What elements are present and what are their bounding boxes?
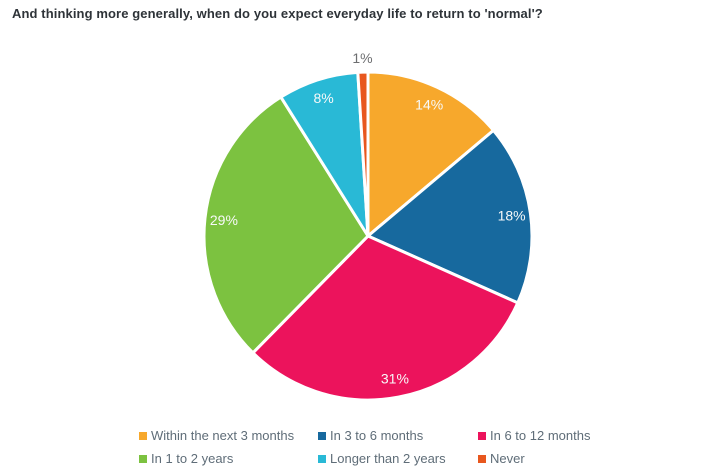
legend-item-label: Never bbox=[490, 451, 525, 466]
legend-item-in-1-to-2-years[interactable]: In 1 to 2 years bbox=[139, 452, 233, 466]
legend-marker-icon bbox=[478, 455, 486, 463]
legend-item-within-the-next-3-months[interactable]: Within the next 3 months bbox=[139, 429, 294, 443]
legend-item-label: Longer than 2 years bbox=[330, 451, 446, 466]
legend-marker-icon bbox=[139, 455, 147, 463]
pie-value-label-in-3-to-6-months: 18% bbox=[498, 208, 526, 224]
legend-item-label: In 3 to 6 months bbox=[330, 428, 424, 443]
legend-item-longer-than-2-years[interactable]: Longer than 2 years bbox=[318, 452, 446, 466]
pie-value-label-within-the-next-3-months: 14% bbox=[415, 96, 443, 112]
pie-slice-in-1-to-2-years[interactable] bbox=[202, 95, 370, 355]
legend-marker-icon bbox=[478, 432, 486, 440]
pie-chart: 14% 18% 31% 29% 8% 1% bbox=[202, 50, 534, 402]
legend-item-label: Within the next 3 months bbox=[151, 428, 295, 443]
pie-value-label-longer-than-2-years: 8% bbox=[313, 90, 333, 106]
legend-item-never[interactable]: Never bbox=[478, 452, 525, 466]
pie-slice-never[interactable] bbox=[356, 70, 370, 238]
legend-marker-icon bbox=[318, 455, 326, 463]
legend-item-in-3-to-6-months[interactable]: In 3 to 6 months bbox=[318, 429, 423, 443]
legend-item-label: In 1 to 2 years bbox=[151, 451, 234, 466]
legend-marker-icon bbox=[318, 432, 326, 440]
legend-marker-icon bbox=[139, 432, 147, 440]
pie-slice-in-6-to-12-months[interactable] bbox=[251, 234, 520, 402]
pie-slice-in-3-to-6-months[interactable] bbox=[366, 128, 534, 305]
chart-title: And thinking more generally, when do you… bbox=[12, 6, 543, 21]
legend-item-label: In 6 to 12 months bbox=[490, 428, 591, 443]
legend-item-in-6-to-12-months[interactable]: In 6 to 12 months bbox=[478, 429, 590, 443]
pie-slice-within-the-next-3-months[interactable] bbox=[366, 70, 495, 238]
pie-value-label-in-6-to-12-months: 31% bbox=[381, 370, 409, 386]
pie-value-label-in-1-to-2-years: 29% bbox=[210, 212, 238, 228]
pie-value-label-never: 1% bbox=[352, 50, 372, 66]
